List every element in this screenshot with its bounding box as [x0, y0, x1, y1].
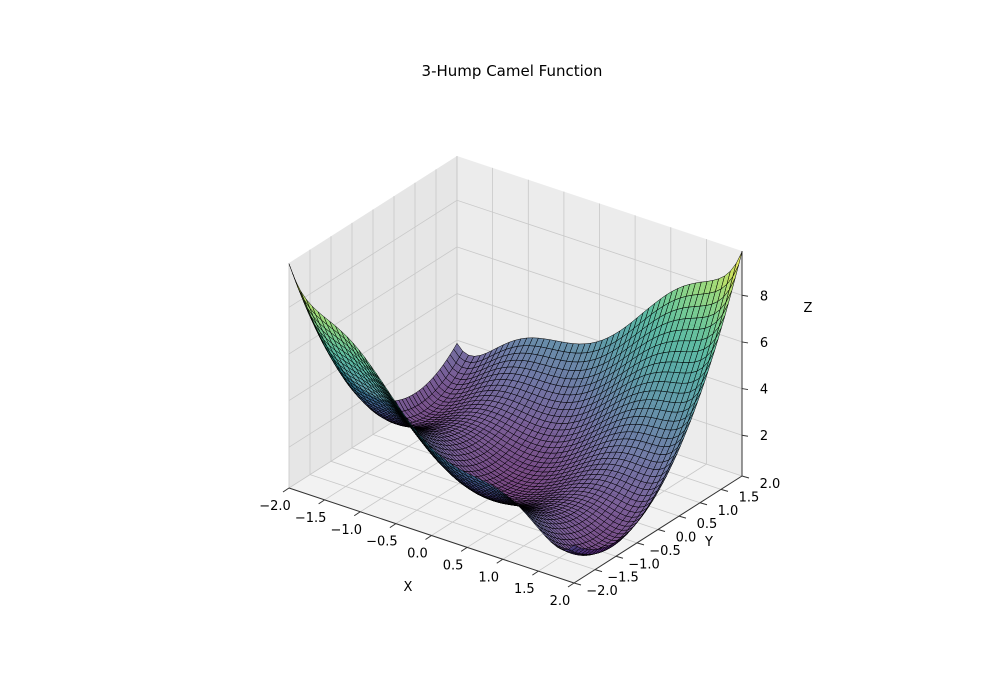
y-tick-mark — [678, 515, 687, 519]
x-tick-label: −2.0 — [259, 499, 291, 514]
y-tick-label: 2.0 — [760, 477, 781, 492]
y-tick-label: −1.5 — [607, 571, 639, 586]
surface-mesh — [288, 251, 743, 556]
y-tick-mark — [636, 542, 645, 546]
grid-line-y — [309, 249, 596, 570]
x-tick-mark — [496, 558, 504, 564]
y-tick-label: −1.0 — [628, 557, 660, 572]
z-tick-label: 6 — [760, 336, 768, 351]
y-tick-mark — [741, 475, 750, 479]
z-tick-mark — [741, 388, 749, 391]
x-tick-mark — [532, 570, 539, 576]
chart-title: 3-Hump Camel Function — [422, 62, 603, 80]
x-tick-mark — [318, 499, 325, 505]
x-tick-mark — [425, 535, 432, 540]
x-tick-label: −1.5 — [295, 511, 327, 526]
x-tick-mark — [353, 511, 361, 517]
y-axis-title: Y — [704, 535, 713, 550]
x-tick-label: 2.0 — [550, 594, 571, 609]
x-tick-label: −0.5 — [366, 535, 398, 550]
x-tick-mark — [389, 523, 397, 529]
z-tick-mark — [741, 294, 749, 297]
z-tick-mark — [741, 434, 749, 437]
y-tick-mark — [573, 582, 582, 586]
tick-marks: −2.0−1.5−1.0−0.50.00.51.01.52.0−2.0−1.5−… — [259, 289, 780, 609]
y-tick-mark — [720, 488, 729, 492]
surface-patch — [567, 545, 578, 552]
grid-line-y — [330, 236, 617, 557]
grid-line-z — [288, 199, 743, 308]
y-tick-label: −2.0 — [586, 584, 618, 599]
y-tick-label: −0.5 — [649, 544, 681, 559]
z-tick-label: 2 — [760, 429, 768, 444]
x-tick-label: −1.0 — [330, 523, 362, 538]
x-tick-mark — [567, 582, 575, 588]
y-tick-label: 0.0 — [676, 531, 697, 546]
z-tick-label: 8 — [760, 289, 768, 304]
y-tick-mark — [615, 555, 624, 559]
x-tick-label: 0.0 — [407, 547, 428, 562]
x-tick-label: 1.0 — [478, 570, 499, 585]
y-tick-mark — [657, 529, 666, 532]
z-axis-title: Z — [804, 301, 813, 316]
z-tick-label: 4 — [760, 383, 768, 398]
x-tick-mark — [282, 487, 290, 493]
y-tick-mark — [699, 502, 708, 506]
y-tick-mark — [594, 569, 603, 573]
x-tick-label: 1.5 — [514, 582, 535, 597]
x-axis-title: X — [404, 580, 413, 595]
y-tick-label: 1.0 — [718, 504, 739, 519]
y-tick-label: 1.5 — [739, 490, 760, 505]
y-tick-label: 0.5 — [697, 517, 718, 532]
x-tick-mark — [460, 546, 468, 552]
x-tick-label: 0.5 — [443, 558, 464, 573]
z-tick-mark — [741, 341, 749, 344]
